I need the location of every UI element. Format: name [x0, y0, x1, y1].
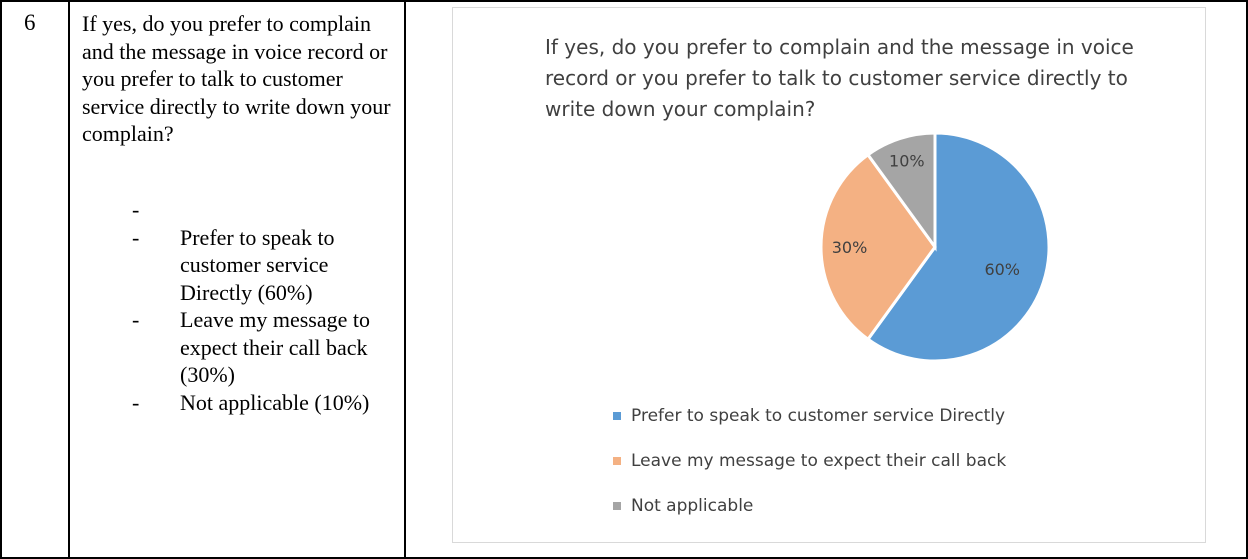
table-border-bottom — [0, 557, 1248, 559]
answer-option-speak-directly: - Prefer to speak to customer service Di… — [128, 224, 388, 307]
pie-data-label: 60% — [984, 260, 1020, 279]
question-text: If yes, do you prefer to complain and th… — [82, 11, 391, 146]
option-dash: - — [132, 389, 140, 415]
option-dash: - — [132, 307, 140, 332]
legend-swatch — [613, 412, 621, 420]
legend-label: Not applicable — [631, 496, 754, 516]
slice-speak-directly — [865, 131, 1051, 363]
table-border-left — [0, 0, 2, 559]
answer-option-leave-message: - Leave my message to expect their call … — [128, 306, 388, 389]
option-text — [180, 197, 186, 222]
legend-item: Prefer to speak to customer service Dire… — [613, 406, 1006, 428]
option-text: Not applicable (10%) — [180, 389, 370, 415]
table-border-top — [0, 0, 1248, 2]
row-number: 6 — [24, 10, 36, 35]
slice-not-applicable — [865, 131, 937, 252]
legend-swatch — [613, 502, 621, 510]
chart-title: If yes, do you prefer to complain and th… — [545, 35, 1134, 121]
pie-data-label: 10% — [889, 151, 925, 170]
option-dash: - — [132, 224, 140, 250]
pie-chart-frame: If yes, do you prefer to complain and th… — [452, 7, 1206, 543]
legend-label: Prefer to speak to customer service Dire… — [631, 406, 1006, 426]
answer-options: - - Prefer to speak to customer service … — [128, 196, 388, 416]
column-divider-1 — [68, 0, 70, 559]
column-divider-2 — [404, 0, 406, 559]
answer-option-not-applicable: - Not applicable (10%) — [128, 389, 388, 417]
legend-swatch — [613, 457, 621, 465]
option-dash: - — [132, 197, 140, 222]
answer-option-empty: - — [128, 196, 388, 224]
legend-label: Leave my message to expect their call ba… — [631, 451, 1007, 471]
table-border-right — [1246, 0, 1248, 559]
legend-item: Leave my message to expect their call ba… — [613, 451, 1006, 473]
legend-item: Not applicable — [613, 496, 1006, 518]
slice-leave-message — [819, 152, 937, 342]
pie-data-label: 30% — [832, 238, 868, 257]
option-text: Prefer to speak to customer service Dire… — [180, 224, 335, 305]
pie-chart: 60% 30% 10% — [819, 131, 1051, 363]
option-text: Leave my message to expect their call ba… — [180, 307, 370, 387]
chart-legend: Prefer to speak to customer service Dire… — [613, 406, 1006, 541]
